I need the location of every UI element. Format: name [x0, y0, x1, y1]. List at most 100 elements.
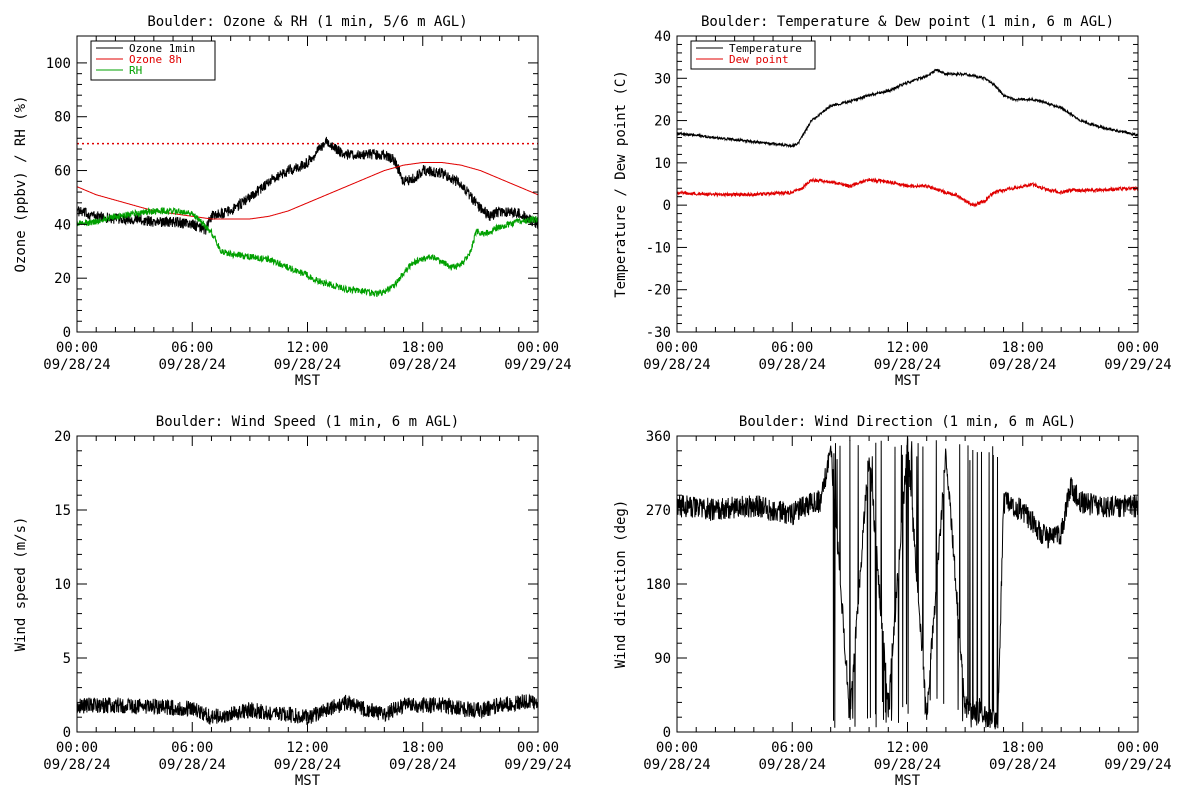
plot-area [677, 68, 1138, 208]
legend-label: Temperature [729, 42, 802, 55]
x-tick-label-date: 09/28/24 [759, 357, 826, 373]
x-tick-label-date: 09/28/24 [989, 757, 1056, 773]
chart-panel-wind-dir: Boulder: Wind Direction (1 min, 6 m AGL)… [613, 414, 1172, 789]
x-tick-label-date: 09/28/24 [643, 757, 710, 773]
x-tick-label-time: 00:00 [56, 340, 98, 356]
x-tick-label-time: 06:00 [771, 340, 813, 356]
x-axis-label: MST [295, 773, 321, 789]
x-tick-label-date: 09/28/24 [989, 357, 1056, 373]
x-tick-label-date: 09/28/24 [274, 757, 341, 773]
x-axis-label: MST [895, 373, 921, 389]
x-tick-label-date: 09/28/24 [159, 757, 226, 773]
y-tick-label: 20 [54, 271, 71, 287]
x-tick-label-time: 00:00 [56, 740, 98, 756]
legend-box [690, 40, 816, 70]
x-tick-label-date: 09/28/24 [43, 357, 110, 373]
x-tick-label-time: 18:00 [1002, 740, 1044, 756]
y-tick-label: 180 [646, 577, 671, 593]
y-tick-label: 40 [54, 217, 71, 233]
y-tick-label: 20 [654, 114, 671, 130]
chart-panel-wind-speed: Boulder: Wind Speed (1 min, 6 m AGL) Wind… [13, 414, 572, 789]
series-line [677, 436, 1138, 730]
x-tick-label-date: 09/28/24 [643, 357, 710, 373]
y-tick-label: 360 [646, 429, 671, 445]
y-tick-label: -10 [646, 240, 671, 256]
series-line-temperature [677, 68, 1138, 149]
x-tick-label-date: 09/28/24 [389, 757, 456, 773]
x-tick-label-time: 00:00 [656, 340, 698, 356]
x-tick-label-date: 09/28/24 [389, 357, 456, 373]
y-tick-label: 20 [54, 429, 71, 445]
y-tick-label: 5 [63, 651, 71, 667]
x-tick-label-time: 06:00 [171, 740, 213, 756]
x-tick-label-time: 00:00 [517, 340, 559, 356]
x-tick-label-time: 18:00 [1002, 340, 1044, 356]
chart-panel-ozone-rh: Boulder: Ozone & RH (1 min, 5/6 m AGL) Oz… [13, 14, 572, 389]
chart-title: Boulder: Wind Speed (1 min, 6 m AGL) [156, 414, 459, 430]
x-tick-label-time: 00:00 [1117, 740, 1159, 756]
x-tick-label-date: 09/29/24 [1104, 757, 1171, 773]
x-tick-label-date: 09/28/24 [874, 357, 941, 373]
y-tick-label: 15 [54, 503, 71, 519]
x-tick-label-date: 09/28/24 [874, 757, 941, 773]
x-tick-label-date: 09/28/24 [43, 757, 110, 773]
chart-panel-temp-dew: Boulder: Temperature & Dew point (1 min,… [613, 14, 1172, 389]
legend-label: RH [129, 64, 142, 77]
x-tick-label-date: 09/28/24 [159, 357, 226, 373]
x-tick-label-date: 09/29/24 [1104, 357, 1171, 373]
x-tick-label-time: 00:00 [1117, 340, 1159, 356]
y-axis-label: Wind speed (m/s) [13, 517, 29, 652]
chart-title: Boulder: Temperature & Dew point (1 min,… [701, 14, 1114, 30]
x-axis-label: MST [895, 773, 921, 789]
series-line-dew-point [677, 177, 1138, 208]
series-line [77, 693, 538, 725]
x-tick-label-time: 00:00 [517, 740, 559, 756]
y-tick-label: -20 [646, 283, 671, 299]
y-tick-label: 30 [654, 71, 671, 87]
x-tick-label-time: 12:00 [286, 340, 328, 356]
x-tick-label-time: 00:00 [656, 740, 698, 756]
series-line-ozone-1min [77, 136, 538, 235]
x-tick-label-time: 06:00 [771, 740, 813, 756]
chart-title: Boulder: Wind Direction (1 min, 6 m AGL) [739, 414, 1076, 430]
x-axis-label: MST [295, 373, 321, 389]
plot-area [677, 436, 1138, 730]
y-tick-label: 0 [63, 325, 71, 341]
plot-area [77, 136, 538, 298]
x-tick-label-time: 12:00 [886, 740, 928, 756]
y-tick-label: 270 [646, 503, 671, 519]
plot-area [77, 693, 538, 725]
y-tick-label: 10 [54, 577, 71, 593]
x-tick-label-date: 09/29/24 [504, 357, 571, 373]
chart-title: Boulder: Ozone & RH (1 min, 5/6 m AGL) [147, 14, 467, 30]
x-tick-label-time: 12:00 [886, 340, 928, 356]
y-tick-label: 0 [663, 725, 671, 741]
y-tick-label: 80 [54, 110, 71, 126]
y-tick-label: 90 [654, 651, 671, 667]
x-tick-label-time: 06:00 [171, 340, 213, 356]
x-tick-label-date: 09/28/24 [274, 357, 341, 373]
y-tick-label: 10 [654, 156, 671, 172]
series-line-rh [77, 206, 538, 298]
y-tick-label: 40 [654, 29, 671, 45]
legend-label: Ozone 1min [129, 42, 195, 55]
x-tick-label-time: 18:00 [402, 340, 444, 356]
x-tick-label-date: 09/29/24 [504, 757, 571, 773]
y-tick-label: 100 [46, 56, 71, 72]
y-tick-label: 0 [63, 725, 71, 741]
chart-panels: Boulder: Ozone & RH (1 min, 5/6 m AGL) Oz… [13, 14, 1172, 789]
y-tick-label: 0 [663, 198, 671, 214]
x-tick-label-date: 09/28/24 [759, 757, 826, 773]
y-tick-label: -30 [646, 325, 671, 341]
legend-label: Dew point [729, 53, 789, 66]
y-axis-label: Ozone (ppbv) / RH (%) [13, 95, 29, 272]
y-tick-label: 60 [54, 164, 71, 180]
y-axis-label: Temperature / Dew point (C) [613, 70, 629, 298]
y-axis-label: Wind direction (deg) [613, 500, 629, 669]
x-tick-label-time: 12:00 [286, 740, 328, 756]
x-tick-label-time: 18:00 [402, 740, 444, 756]
